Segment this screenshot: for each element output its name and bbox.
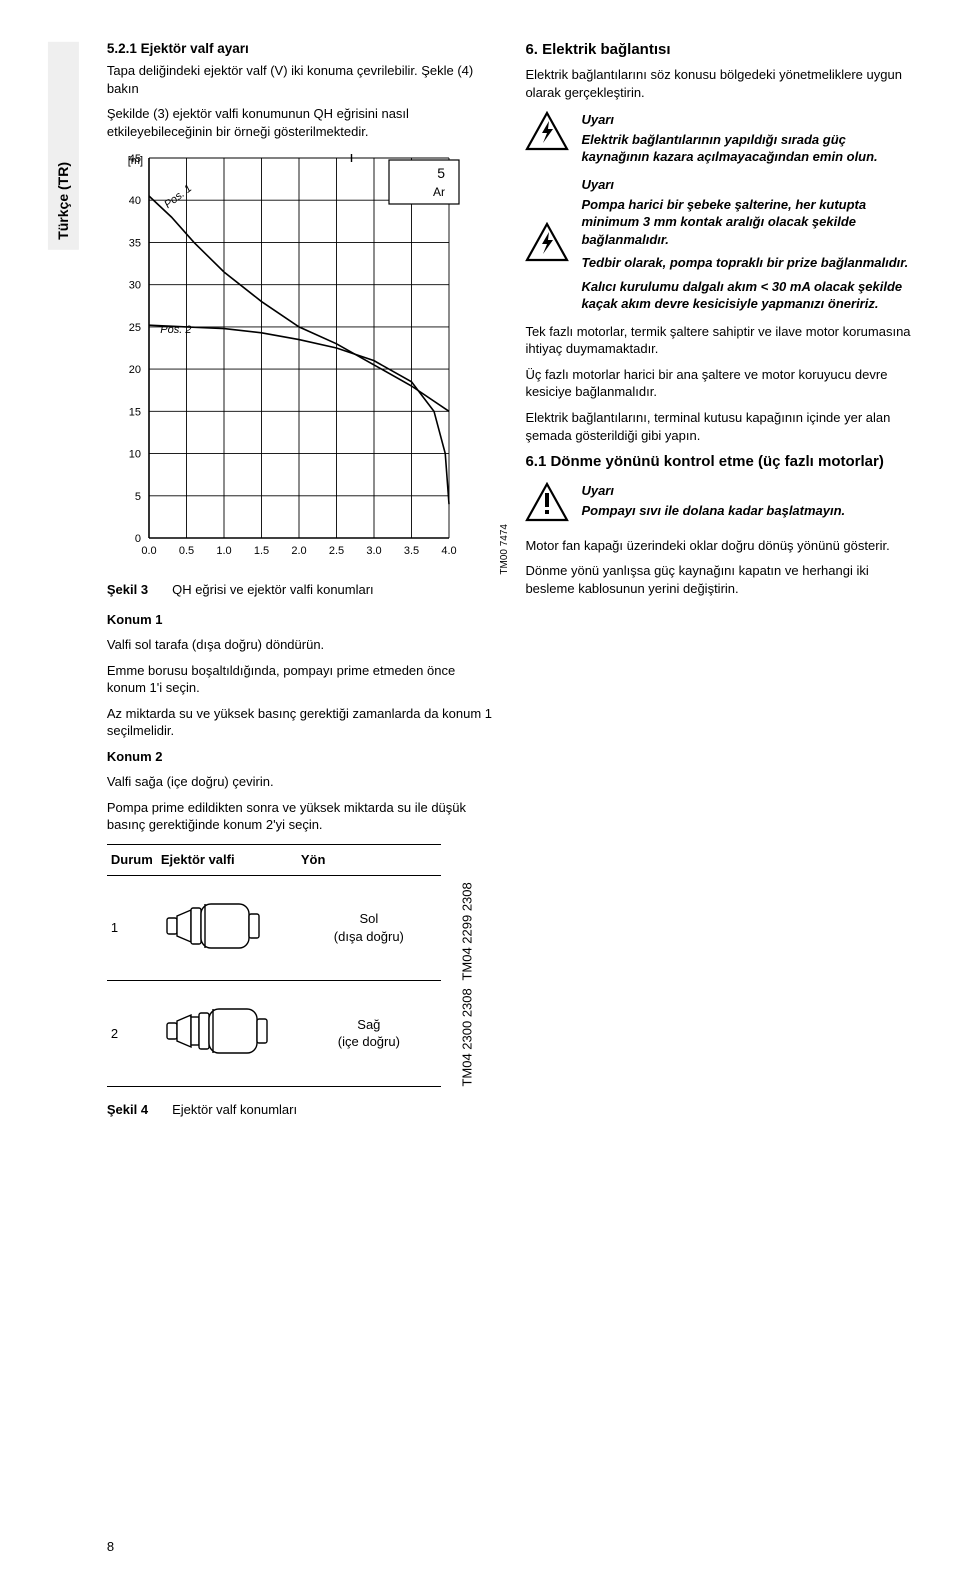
warning-2: Uyarı Pompa harici bir şebeke şalterine,… <box>525 176 912 313</box>
konum2-p1: Valfi sağa (içe doğru) çevirin. <box>107 773 494 791</box>
table-row: 2 Sağ(içe doğru)TM04 2300 2308 <box>107 981 494 1087</box>
section-6-1-heading: 6.1 Dönme yönünü kontrol etme (üç fazlı … <box>525 452 912 472</box>
svg-text:2.5: 2.5 <box>329 545 344 557</box>
svg-text:3.0: 3.0 <box>366 545 381 557</box>
konum1-title: Konum 1 <box>107 611 494 629</box>
svg-text:5: 5 <box>437 165 445 181</box>
cell-durum: 2 <box>107 981 157 1087</box>
col-valfi: Ejektör valfi <box>157 844 297 875</box>
right-column: 6. Elektrik bağlantısı Elektrik bağlantı… <box>525 40 912 1556</box>
r-p5: Motor fan kapağı üzerindeki oklar doğru … <box>525 537 912 555</box>
svg-text:3.5: 3.5 <box>404 545 419 557</box>
svg-text:Ar: Ar <box>433 185 445 199</box>
r-p3: Üç fazlı motorlar harici bir ana şaltere… <box>525 366 912 401</box>
hazard-electric-icon <box>525 222 569 267</box>
svg-text:15: 15 <box>129 407 141 419</box>
warning-1: Uyarı Elektrik bağlantılarının yapıldığı… <box>525 111 912 166</box>
para-intro-2: Şekilde (3) ejektör valfi konumunun QH e… <box>107 105 494 140</box>
konum2-p2: Pompa prime edildikten sonra ve yüksek m… <box>107 799 494 834</box>
svg-text:10: 10 <box>129 449 141 461</box>
svg-text:40: 40 <box>129 196 141 208</box>
warn3-text: Pompayı sıvı ile dolana kadar başlatmayı… <box>581 502 845 520</box>
col-yon: Yön <box>297 844 441 875</box>
fig3-label: Şekil 3 <box>107 581 148 599</box>
konum1-p1: Valfi sol tarafa (dışa doğru) döndürün. <box>107 636 494 654</box>
svg-text:20: 20 <box>129 365 141 377</box>
language-tab: Türkçe (TR) <box>48 42 79 250</box>
fig3-caption: QH eğrisi ve ejektör valfi konumları <box>172 581 374 599</box>
fig4-label: Şekil 4 <box>107 1101 148 1119</box>
table-row: 1 Sol(dışa doğru)TM04 2299 2308 <box>107 875 494 981</box>
warning-3: Uyarı Pompayı sıvı ile dolana kadar başl… <box>525 482 912 527</box>
ejector-table: Durum Ejektör valfi Yön 1 Sol(dışa doğru)… <box>107 844 494 1087</box>
r-p1: Elektrik bağlantılarını söz konusu bölge… <box>525 66 912 101</box>
svg-text:30: 30 <box>129 280 141 292</box>
section-6-heading: 6. Elektrik bağlantısı <box>525 40 912 60</box>
para-intro-1: Tapa deliğindeki ejektör valf (V) iki ko… <box>107 62 494 97</box>
svg-text:25: 25 <box>129 322 141 334</box>
cell-valve-drawing <box>157 981 297 1087</box>
hazard-electric-icon <box>525 111 569 156</box>
cell-yon: Sağ(içe doğru) <box>297 981 441 1087</box>
fig3-code: TM00 7474 <box>498 524 512 575</box>
warn2-title: Uyarı <box>581 176 912 194</box>
konum1-p2: Emme borusu boşaltıldığında, pompayı pri… <box>107 662 494 697</box>
svg-text:1.5: 1.5 <box>254 545 269 557</box>
section-5-2-1-heading: 5.2.1 Ejektör valf ayarı <box>107 40 494 58</box>
svg-text:0.5: 0.5 <box>179 545 194 557</box>
r-p2: Tek fazlı motorlar, termik şaltere sahip… <box>525 323 912 358</box>
hazard-warning-icon <box>525 482 569 527</box>
cell-durum: 1 <box>107 875 157 981</box>
qh-chart-svg: [m]4540353025201510500.00.51.01.52.02.53… <box>107 150 467 570</box>
left-column: 5.2.1 Ejektör valf ayarı Tapa deliğindek… <box>107 40 494 1556</box>
svg-text:5: 5 <box>135 491 141 503</box>
qh-chart: [m]4540353025201510500.00.51.01.52.02.53… <box>107 150 494 575</box>
svg-text:0.0: 0.0 <box>141 545 156 557</box>
svg-text:1.0: 1.0 <box>216 545 231 557</box>
svg-text:0: 0 <box>135 533 141 545</box>
svg-text:45: 45 <box>129 153 141 165</box>
cell-yon: Sol(dışa doğru) <box>297 875 441 981</box>
svg-text:2.0: 2.0 <box>291 545 306 557</box>
warn2-text1: Pompa harici bir şebeke şalterine, her k… <box>581 196 912 249</box>
warn3-title: Uyarı <box>581 482 845 500</box>
warn2-text3: Kalıcı kurulumu dalgalı akım < 30 mA ola… <box>581 278 912 313</box>
warn1-title: Uyarı <box>581 111 912 129</box>
cell-code: TM04 2299 2308 <box>441 875 494 981</box>
cell-code: TM04 2300 2308 <box>441 981 494 1087</box>
svg-text:4.0: 4.0 <box>441 545 456 557</box>
warn1-text: Elektrik bağlantılarının yapıldığı sırad… <box>581 131 912 166</box>
fig4-caption: Ejektör valf konumları <box>172 1101 297 1119</box>
page-number: 8 <box>107 1538 494 1556</box>
r-p6: Dönme yönü yanlışsa güç kaynağını kapatı… <box>525 562 912 597</box>
svg-text:35: 35 <box>129 238 141 250</box>
warn2-text2: Tedbir olarak, pompa topraklı bir prize … <box>581 254 912 272</box>
svg-text:Pos. 2: Pos. 2 <box>160 324 191 336</box>
svg-text:Pos. 1: Pos. 1 <box>162 183 194 212</box>
konum2-title: Konum 2 <box>107 748 494 766</box>
col-durum: Durum <box>107 844 157 875</box>
r-p4: Elektrik bağlantılarını, terminal kutusu… <box>525 409 912 444</box>
konum1-p3: Az miktarda su ve yüksek basınç gerektiğ… <box>107 705 494 740</box>
cell-valve-drawing <box>157 875 297 981</box>
